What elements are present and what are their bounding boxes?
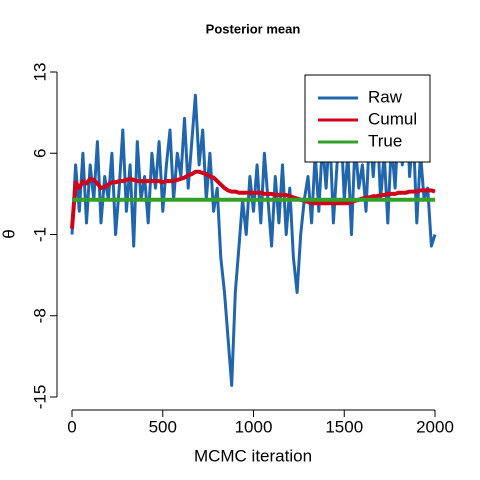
- y-tick-label: -15: [30, 385, 49, 410]
- y-tick-label: -8: [30, 308, 49, 323]
- x-tick-label: 2000: [416, 417, 454, 436]
- y-axis-label: θ: [0, 229, 18, 238]
- y-tick-label: 6: [30, 149, 49, 158]
- x-tick-label: 500: [149, 417, 177, 436]
- series-line: [70, 169, 436, 229]
- x-tick-label: 0: [67, 417, 76, 436]
- x-tick-label: 1500: [325, 417, 363, 436]
- legend-label: Cumul: [368, 109, 417, 128]
- legend-label: True: [368, 131, 402, 150]
- chart-title: Posterior mean: [206, 21, 301, 36]
- y-tick-label: 13: [30, 63, 49, 82]
- y-tick-label: -1: [30, 227, 49, 242]
- x-axis-label: MCMC iteration: [194, 446, 312, 465]
- x-tick-label: 1000: [235, 417, 273, 436]
- legend-label: Raw: [368, 87, 403, 106]
